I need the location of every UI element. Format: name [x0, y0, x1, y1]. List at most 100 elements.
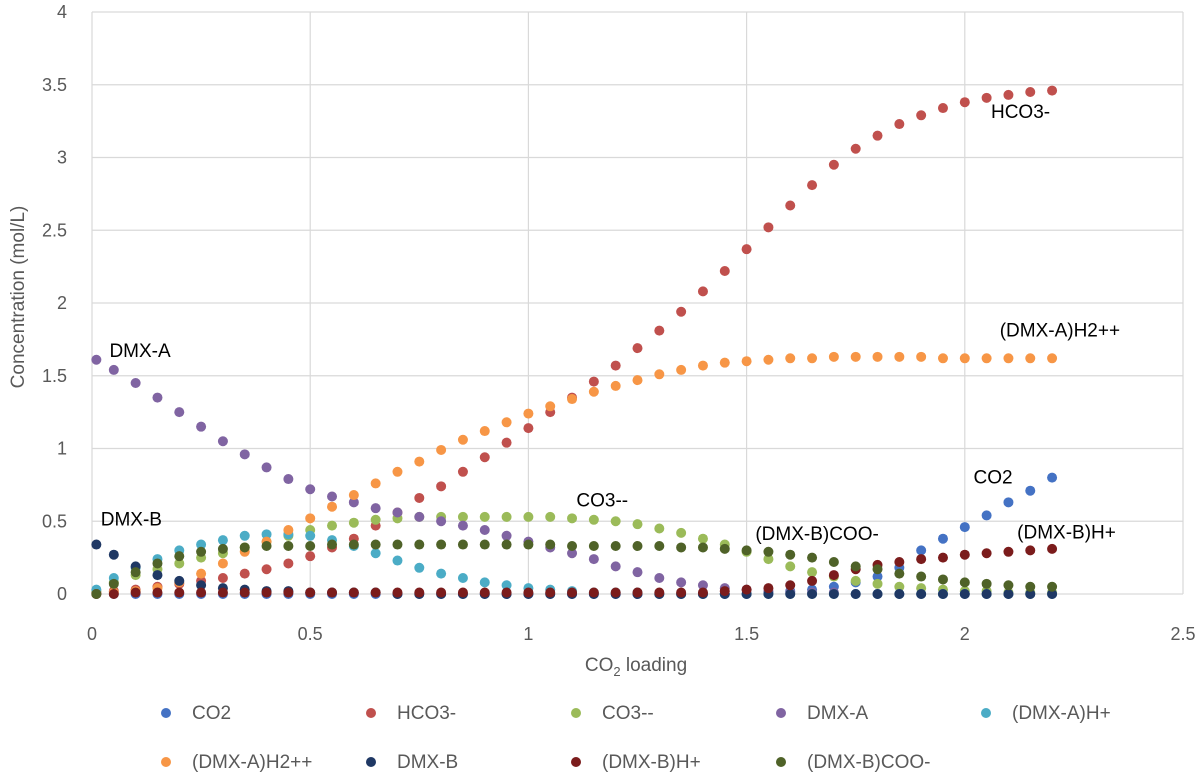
data-point [654, 369, 665, 380]
data-point [872, 351, 883, 362]
data-point [872, 578, 883, 589]
data-point [807, 575, 818, 586]
y-axis-label: Concentration (mol/L) [8, 206, 29, 389]
data-point [676, 587, 687, 598]
annotations: DMX-A DMX-B CO3-- (DMX-B)COO- HCO3- (DMX-A)H2… [101, 102, 1120, 545]
data-point [1047, 589, 1058, 599]
data-point [763, 583, 774, 594]
data-point [719, 543, 730, 554]
data-point [479, 426, 490, 437]
data-point [436, 587, 447, 598]
data-point [457, 511, 468, 522]
data-point [697, 580, 708, 591]
data-point [676, 527, 687, 538]
data-point [91, 589, 102, 599]
data-point [632, 587, 643, 598]
data-point [261, 540, 272, 551]
x-tick-label: 2 [960, 624, 970, 644]
data-point [217, 587, 228, 598]
data-point [414, 456, 425, 467]
data-point [807, 567, 818, 578]
data-point [916, 110, 927, 121]
data-point [676, 364, 687, 375]
data-point [785, 580, 796, 591]
data-point [610, 516, 621, 527]
data-point [894, 589, 905, 599]
data-point [719, 357, 730, 368]
data-point [828, 159, 839, 170]
data-point [545, 401, 556, 412]
data-point [501, 437, 512, 448]
data-point [1025, 581, 1036, 592]
data-point [828, 351, 839, 362]
data-point [872, 589, 883, 599]
legend-label: (DMX-B)H+ [602, 752, 701, 773]
data-point [916, 351, 927, 362]
data-point [916, 589, 927, 599]
data-point [916, 571, 927, 582]
data-point [523, 587, 534, 598]
data-point [479, 452, 490, 463]
data-point [632, 567, 643, 578]
data-point [196, 539, 207, 550]
data-point [436, 444, 447, 455]
data-point [457, 520, 468, 531]
data-point [1047, 85, 1058, 96]
data-point [174, 551, 185, 562]
legend-label: DMX-B [397, 752, 458, 773]
data-point [1025, 353, 1036, 364]
data-point [1047, 472, 1058, 483]
data-point [436, 516, 447, 527]
x-tick-label: 0.5 [298, 624, 323, 644]
legend-item: CO2 [161, 703, 231, 724]
data-point [567, 540, 578, 551]
y-tick-label: 3.5 [42, 75, 67, 95]
data-point [850, 143, 861, 154]
data-point [370, 478, 381, 489]
data-point [1047, 543, 1058, 554]
y-tick-label: 2.5 [42, 220, 67, 240]
data-point [217, 436, 228, 447]
data-point [785, 200, 796, 211]
data-point [479, 524, 490, 535]
data-point [217, 558, 228, 569]
data-point [697, 533, 708, 544]
annotation-label: (DMX-B)H+ [1017, 523, 1116, 544]
data-point [370, 539, 381, 550]
data-point [894, 556, 905, 567]
data-point [174, 575, 185, 586]
data-point [894, 351, 905, 362]
data-point [916, 554, 927, 565]
data-point [610, 540, 621, 551]
data-point [501, 511, 512, 522]
data-point [348, 539, 359, 550]
data-point [392, 507, 403, 518]
data-point [305, 530, 316, 541]
data-point [1025, 485, 1036, 496]
data-point [479, 511, 490, 522]
data-point [588, 386, 599, 397]
data-point [981, 510, 992, 521]
data-point [457, 539, 468, 550]
data-point [981, 589, 992, 599]
data-point [239, 449, 250, 460]
data-point [588, 554, 599, 565]
data-point [108, 549, 119, 560]
data-point [567, 394, 578, 405]
data-point [959, 353, 970, 364]
data-point [327, 491, 338, 502]
series-(DMX-B)H+ [91, 543, 1058, 599]
data-point [894, 119, 905, 130]
data-point [283, 524, 294, 535]
legend-marker [571, 708, 581, 718]
data-point [654, 540, 665, 551]
legend-item: DMX-B [366, 752, 458, 773]
data-point [872, 130, 883, 141]
legend: CO2 HCO3- CO3-- DMX-A (DMX-A)H+ (DMX-A)H2++ DM… [161, 703, 1111, 773]
data-point [828, 556, 839, 567]
annotation-label: (DMX-B)COO- [755, 524, 878, 545]
data-points [91, 85, 1058, 599]
data-point [414, 562, 425, 573]
data-point [261, 587, 272, 598]
data-point [610, 561, 621, 572]
